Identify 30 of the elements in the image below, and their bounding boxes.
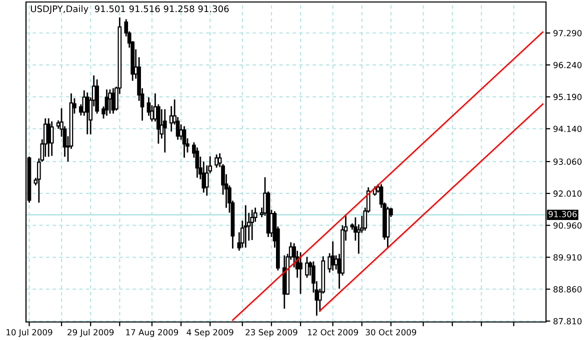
candlestick bbox=[46, 118, 51, 157]
x-tick-label: 30 Oct 2009 bbox=[366, 329, 416, 336]
y-tick-label: 88.860 bbox=[554, 286, 582, 292]
y-tick-label: 90.960 bbox=[553, 222, 582, 229]
y-tick-label: 92.010 bbox=[553, 190, 582, 197]
candlestick bbox=[305, 256, 309, 278]
x-tick-label: 4 Sep 2009 bbox=[186, 329, 234, 338]
x-tick-label: 12 Oct 2009 bbox=[308, 329, 358, 336]
y-tick-label: 97.290 bbox=[553, 30, 582, 36]
ref-line-label: 91.306 bbox=[548, 210, 577, 218]
y-tick-label: 89.910 bbox=[554, 254, 582, 261]
candlestick bbox=[108, 89, 112, 114]
y-tick-label: 95.190 bbox=[553, 94, 582, 100]
candlestick bbox=[298, 252, 302, 294]
candlestick bbox=[244, 205, 248, 248]
candlestick bbox=[182, 126, 186, 158]
y-tick-label: 96.240 bbox=[553, 62, 582, 68]
y-tick-label: 87.810 bbox=[554, 318, 582, 324]
candlestick bbox=[104, 89, 109, 116]
candlestick bbox=[50, 121, 54, 156]
x-tick-label: 10 Jul 2009 bbox=[6, 328, 52, 337]
chart-title: USDJPY,Daily 91.501 91.516 91.258 91.306 bbox=[30, 5, 229, 14]
candlestick bbox=[214, 154, 218, 168]
x-tick-label: 23 Sep 2009 bbox=[246, 329, 298, 338]
x-tick-label: 17 Aug 2009 bbox=[126, 329, 178, 338]
candlestick bbox=[162, 109, 167, 153]
y-tick-label: 94.140 bbox=[553, 126, 582, 132]
candlestick bbox=[250, 210, 254, 240]
y-tick-label: 93.060 bbox=[553, 158, 582, 165]
x-tick-label: 29 Jul 2009 bbox=[68, 328, 114, 337]
